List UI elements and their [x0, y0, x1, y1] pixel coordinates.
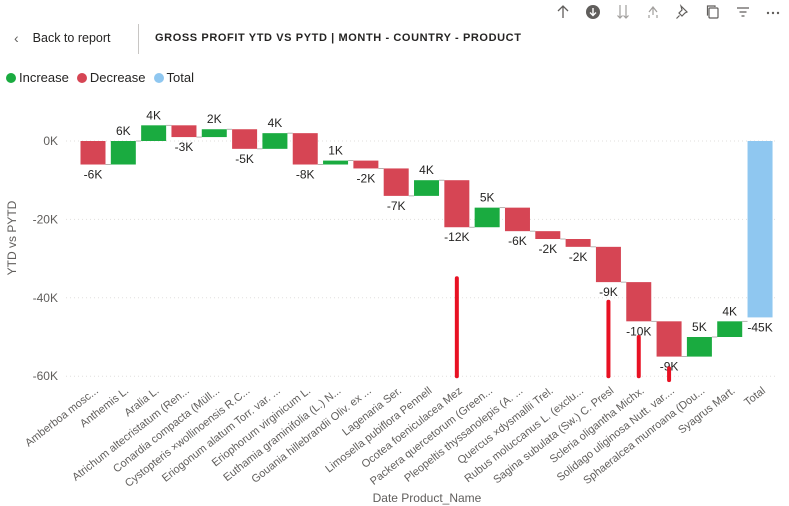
data-label: -6K [508, 234, 527, 248]
waterfall-bar-decrease [565, 239, 591, 247]
data-label: -5K [235, 152, 254, 166]
data-label: 6K [116, 124, 131, 138]
legend-item-total[interactable]: Total [153, 70, 194, 85]
drill-down-circle-icon[interactable] [585, 4, 601, 20]
visual-title: GROSS PROFIT YTD VS PYTD | MONTH - COUNT… [155, 32, 522, 44]
waterfall-bar-decrease [626, 282, 652, 322]
y-axis-title: YTD vs PYTD [5, 200, 19, 275]
waterfall-bar-decrease [535, 231, 561, 239]
data-label: -45K [747, 320, 772, 334]
data-label: 4K [722, 304, 737, 318]
chart-legend: Increase Decrease Total [6, 70, 194, 85]
waterfall-bar-decrease [656, 321, 682, 357]
waterfall-bar-decrease [504, 207, 530, 232]
more-options-icon[interactable] [765, 4, 781, 20]
y-tick-label: -20K [33, 212, 58, 226]
waterfall-bar-increase [474, 207, 500, 228]
waterfall-bar-increase [262, 133, 288, 149]
data-label: 1K [328, 144, 343, 158]
data-label: -3K [175, 140, 194, 154]
data-label: -10K [626, 324, 651, 338]
legend-item-decrease[interactable]: Decrease [76, 70, 146, 85]
legend-label-decrease: Decrease [89, 70, 146, 85]
data-label: -9K [599, 285, 618, 299]
y-tick-label: -40K [33, 291, 58, 305]
waterfall-bar-decrease [171, 125, 197, 138]
chevron-left-icon: ‹ [14, 30, 19, 46]
legend-swatch-increase [6, 72, 16, 83]
data-label: 5K [480, 191, 495, 205]
waterfall-bar-decrease [80, 141, 106, 165]
waterfall-bar-total [747, 141, 773, 318]
waterfall-bar-increase [686, 337, 712, 357]
waterfall-bar-decrease [353, 160, 379, 169]
arrow-up-icon[interactable] [555, 4, 571, 20]
waterfall-bar-increase [110, 141, 136, 165]
legend-label-total: Total [166, 70, 194, 85]
waterfall-bar-decrease [232, 129, 258, 149]
waterfall-bar-decrease [383, 168, 409, 196]
visual-header: ‹ Back to report GROSS PROFIT YTD VS PYT… [0, 22, 789, 56]
legend-swatch-total [153, 72, 164, 83]
legend-label-increase: Increase [19, 70, 69, 85]
back-to-report-button[interactable]: ‹ Back to report [14, 30, 111, 46]
expand-hierarchy-icon[interactable] [645, 4, 661, 20]
data-label: 2K [207, 112, 222, 126]
x-axis-title: Date Product_Name [373, 491, 482, 505]
data-label: -6K [84, 168, 103, 182]
waterfall-bar-decrease [595, 246, 621, 283]
waterfall-bar-increase [323, 160, 349, 165]
waterfall-bar-increase [201, 129, 227, 138]
visual-toolbar [555, 4, 781, 20]
data-label: -8K [296, 168, 315, 182]
data-label: -2K [569, 250, 588, 264]
data-label: -2K [357, 171, 376, 185]
data-label: -2K [538, 242, 557, 256]
waterfall-bar-increase [414, 180, 440, 196]
data-label: 4K [268, 116, 283, 130]
data-label: 4K [419, 163, 434, 177]
legend-swatch-decrease [76, 72, 87, 83]
legend-item-increase[interactable]: Increase [6, 70, 69, 85]
waterfall-bar-increase [717, 321, 743, 337]
data-label: -7K [387, 199, 406, 213]
expand-all-down-icon[interactable] [615, 4, 631, 20]
pin-icon[interactable] [675, 4, 691, 20]
back-to-report-label: Back to report [32, 31, 111, 45]
filter-icon[interactable] [735, 4, 751, 20]
x-tick-label: Total [742, 385, 768, 409]
header-divider [138, 24, 139, 54]
data-label: -12K [444, 230, 469, 244]
copy-visual-icon[interactable] [705, 4, 721, 20]
waterfall-bar-increase [141, 125, 167, 141]
data-label: 5K [692, 320, 707, 334]
waterfall-bar-decrease [292, 133, 318, 165]
waterfall-bar-decrease [444, 180, 470, 228]
y-tick-label: 0K [43, 134, 58, 148]
y-tick-label: -60K [33, 369, 58, 383]
data-label: 4K [146, 108, 161, 122]
